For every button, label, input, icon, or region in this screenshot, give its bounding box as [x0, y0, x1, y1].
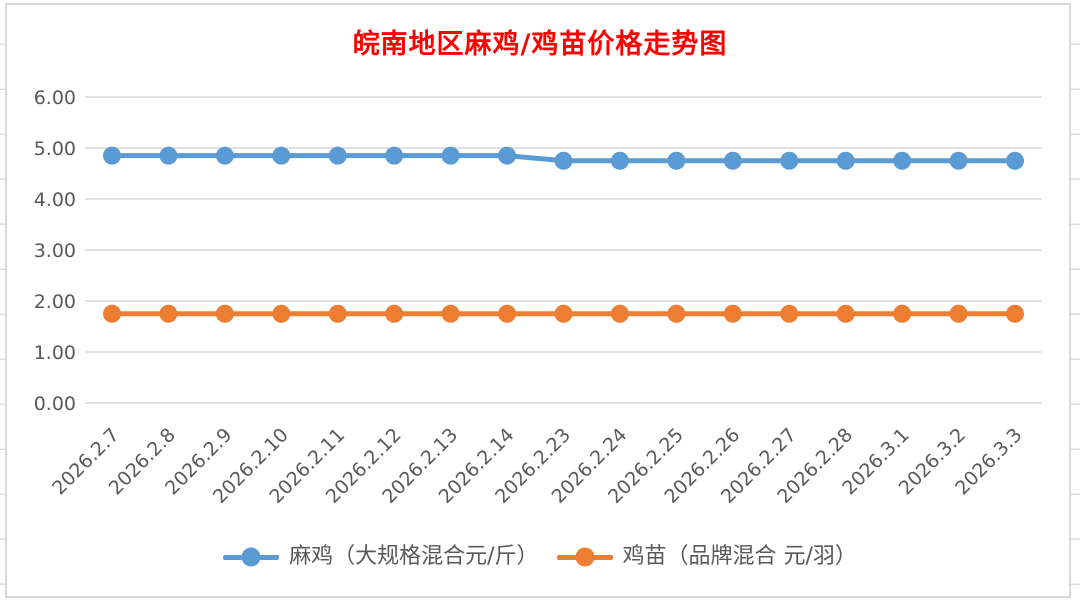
data-point: [836, 304, 855, 323]
y-tick-label: 4.00: [34, 189, 76, 211]
data-point: [385, 304, 404, 323]
y-tick-label: 3.00: [34, 240, 76, 262]
data-point: [893, 151, 912, 170]
data-point: [103, 304, 121, 323]
y-tick-label: 0.00: [34, 393, 76, 415]
data-point: [723, 304, 742, 323]
data-point: [667, 151, 686, 170]
legend-item-machicken: 麻鸡（大规格混合元/斤）: [223, 544, 539, 569]
data-point: [780, 151, 799, 170]
legend-label-chick: 鸡苗（品牌混合 元/羽）: [622, 544, 857, 569]
data-point: [272, 146, 291, 165]
data-point: [1006, 304, 1024, 323]
data-point: [159, 146, 178, 165]
data-point: [498, 146, 517, 165]
legend-line-dot-marker-orange: [556, 547, 613, 567]
legend-item-chick: 鸡苗（品牌混合 元/羽）: [556, 544, 857, 569]
legend-dot-icon: [575, 547, 594, 567]
y-tick-label: 5.00: [34, 138, 76, 160]
data-point: [780, 304, 799, 323]
legend-label-machicken: 麻鸡（大规格混合元/斤）: [289, 544, 539, 569]
y-tick-label: 2.00: [34, 291, 76, 313]
data-point: [554, 151, 573, 170]
legend-line-dot-marker-blue: [223, 547, 280, 567]
data-point: [215, 304, 234, 323]
data-point: [667, 304, 686, 323]
chart-title: 皖南地区麻鸡/鸡苗价格走势图: [352, 29, 728, 60]
data-point: [103, 146, 121, 165]
y-tick-label: 6.00: [34, 87, 76, 109]
data-point: [215, 146, 234, 165]
legend: 麻鸡（大规格混合元/斤） 鸡苗（品牌混合 元/羽）: [0, 546, 1080, 568]
data-point: [385, 146, 404, 165]
data-point: [610, 304, 629, 323]
data-point: [949, 304, 968, 323]
data-point: [441, 146, 460, 165]
data-point: [1006, 151, 1024, 170]
data-point: [723, 151, 742, 170]
data-point: [328, 146, 347, 165]
data-point: [610, 151, 629, 170]
data-point: [159, 304, 178, 323]
data-point: [893, 304, 912, 323]
data-point: [498, 304, 517, 323]
data-point: [272, 304, 291, 323]
data-point: [949, 151, 968, 170]
y-tick-label: 1.00: [34, 342, 76, 364]
data-point: [554, 304, 573, 323]
data-point: [328, 304, 347, 323]
legend-dot-icon: [241, 547, 261, 567]
data-point: [441, 304, 460, 323]
data-point: [836, 151, 855, 170]
